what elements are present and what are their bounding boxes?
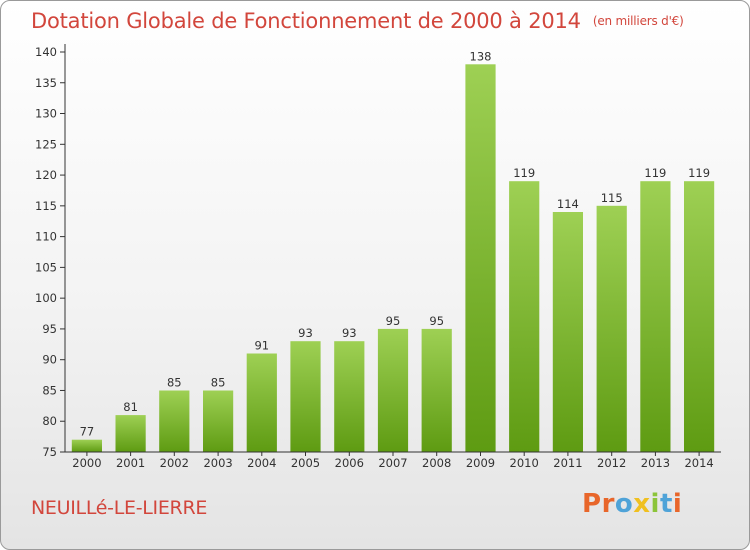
bar-2005 xyxy=(290,341,321,452)
y-tick-label-90: 90 xyxy=(42,353,57,367)
data-label-2000: 77 xyxy=(80,425,95,439)
bars-group: 77 81 85 85 91 93 93 95 95 138 119 114 115 119 119 xyxy=(71,49,715,453)
x-tick-label-2008: 2008 xyxy=(422,456,451,470)
logo-letter: t xyxy=(659,489,673,519)
y-tick-label-130: 130 xyxy=(35,107,57,121)
bar-2012 xyxy=(596,205,627,452)
x-tick-label-2004: 2004 xyxy=(247,456,276,470)
data-label-2005: 93 xyxy=(298,326,313,340)
x-tick-label-2002: 2002 xyxy=(160,456,189,470)
y-tick-label-75: 75 xyxy=(42,445,57,459)
logo-letter: i xyxy=(650,489,660,519)
bar-2014 xyxy=(684,181,715,452)
chart-title: Dotation Globale de Fonctionnement de 20… xyxy=(31,9,684,33)
x-tick-label-2011: 2011 xyxy=(553,456,582,470)
logo-letter: P xyxy=(582,489,602,519)
x-tick-label-2012: 2012 xyxy=(597,456,626,470)
x-tick-label-2009: 2009 xyxy=(466,456,495,470)
bar-2010 xyxy=(509,181,540,452)
data-label-2001: 81 xyxy=(123,400,138,414)
logo-letter: o xyxy=(614,489,634,519)
y-tick-label-115: 115 xyxy=(35,199,57,213)
y-tick-label-80: 80 xyxy=(42,414,57,428)
bar-2003 xyxy=(203,390,234,452)
logo-letter: r xyxy=(601,489,615,519)
x-tick-label-2014: 2014 xyxy=(684,456,713,470)
x-tick-label-2005: 2005 xyxy=(291,456,320,470)
data-label-2012: 115 xyxy=(601,191,623,205)
bar-2006 xyxy=(334,341,365,452)
data-label-2013: 119 xyxy=(644,166,666,180)
y-tick-label-125: 125 xyxy=(35,137,57,151)
bar-2009 xyxy=(465,64,496,453)
y-tick-label-110: 110 xyxy=(35,230,57,244)
unit-note: (en milliers d'€) xyxy=(592,14,684,28)
bar-2007 xyxy=(377,328,409,452)
data-label-2011: 114 xyxy=(557,197,579,211)
axes-group: 2000 2001 2002 2003 2004 2005 2006 2007 2008 2009… xyxy=(35,44,721,470)
bar-2004 xyxy=(246,353,277,452)
bar-2001 xyxy=(115,415,146,452)
y-tick-label-95: 95 xyxy=(42,322,57,336)
x-tick-label-2000: 2000 xyxy=(72,456,101,470)
y-tick-label-100: 100 xyxy=(35,291,57,305)
data-label-2006: 93 xyxy=(342,326,357,340)
x-tick-label-2010: 2010 xyxy=(510,456,539,470)
x-tick-label-2003: 2003 xyxy=(203,456,232,470)
data-label-2008: 95 xyxy=(429,314,444,328)
bar-2000 xyxy=(71,439,102,452)
logo-letter: x xyxy=(633,489,651,519)
chart-title-text: Dotation Globale de Fonctionnement de 20… xyxy=(31,9,581,33)
logo-letter: i xyxy=(672,489,683,519)
bar-2013 xyxy=(640,181,671,452)
data-label-2009: 138 xyxy=(470,49,492,63)
proxiti-logo[interactable]: Proxiti xyxy=(582,489,682,519)
data-label-2003: 85 xyxy=(211,376,226,390)
x-tick-label-2007: 2007 xyxy=(378,456,407,470)
data-label-2014: 119 xyxy=(688,166,710,180)
x-tick-label-2013: 2013 xyxy=(641,456,670,470)
x-tick-label-2001: 2001 xyxy=(116,456,145,470)
data-label-2007: 95 xyxy=(386,314,401,328)
data-label-2010: 119 xyxy=(513,166,535,180)
bar-2002 xyxy=(159,390,190,452)
bar-2008 xyxy=(421,328,452,452)
data-label-2002: 85 xyxy=(167,376,182,390)
y-tick-label-135: 135 xyxy=(35,76,57,90)
commune-name: NEUILLé-LE-LIERRE xyxy=(31,497,208,519)
y-tick-label-85: 85 xyxy=(42,384,57,398)
y-tick-label-105: 105 xyxy=(35,260,57,274)
y-tick-label-120: 120 xyxy=(35,168,57,182)
x-tick-label-2006: 2006 xyxy=(335,456,364,470)
y-tick-label-140: 140 xyxy=(35,45,57,59)
bar-2011 xyxy=(552,212,583,452)
data-label-2004: 91 xyxy=(254,339,269,353)
